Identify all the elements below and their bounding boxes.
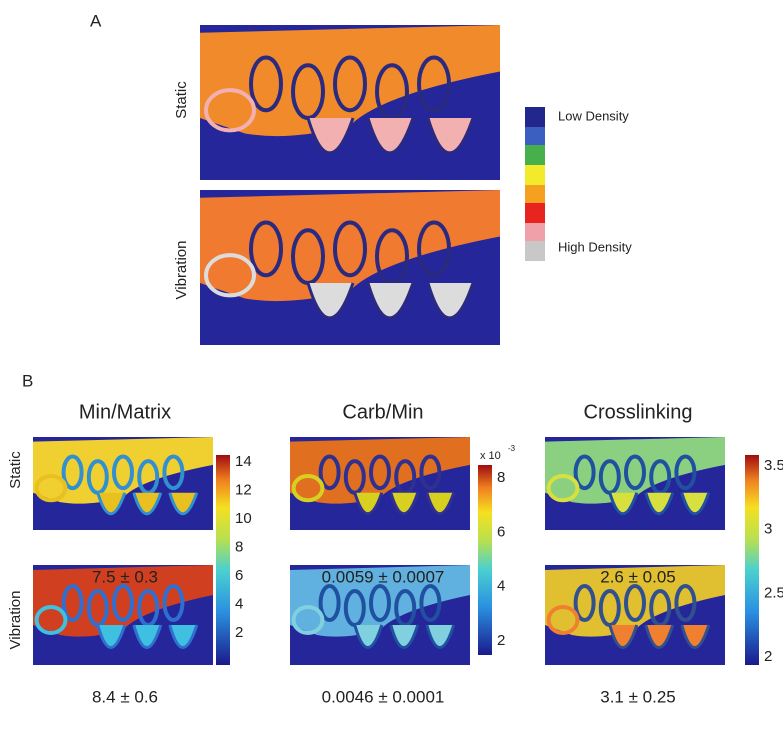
colorbar-tick-label: 6 <box>235 567 243 584</box>
value-label: 7.5 ± 0.3 <box>92 567 158 586</box>
colorbar-tick-label: 8 <box>235 538 243 555</box>
colorbar-tick-label: 3 <box>764 521 772 538</box>
tissue-image <box>200 190 500 345</box>
colorbar-tick-label: 6 <box>497 523 505 540</box>
row-label: Static <box>173 81 190 119</box>
column-title: Crosslinking <box>584 401 693 423</box>
colorbar-tick-label: 2 <box>497 632 505 649</box>
legend-label: High Density <box>558 239 632 254</box>
colorbar-tick-label: 2 <box>235 624 243 641</box>
density-legend <box>525 107 545 261</box>
legend-label: Low Density <box>558 108 629 123</box>
colorbar <box>216 455 230 665</box>
colorbar-tick-label: 4 <box>497 578 505 595</box>
colorbar-tick-label: 4 <box>235 595 243 612</box>
tissue-image <box>200 25 500 180</box>
value-label: 0.0046 ± 0.0001 <box>322 687 445 706</box>
colorbar-scale: x 10 <box>480 450 501 462</box>
tissue-image <box>545 437 725 530</box>
value-label: 3.1 ± 0.25 <box>600 687 676 706</box>
panel-label: B <box>22 371 33 390</box>
colorbar <box>745 455 759 665</box>
colorbar-tick-label: 10 <box>235 510 252 527</box>
colorbar <box>478 465 492 655</box>
column-title: Min/Matrix <box>79 401 171 423</box>
colorbar-scale-exponent: -3 <box>508 444 516 453</box>
colorbar-tick-label: 12 <box>235 481 252 498</box>
row-label: Vibration <box>7 591 24 650</box>
colorbar-tick-label: 3.5 <box>764 457 783 474</box>
value-label: 0.0059 ± 0.0007 <box>322 567 445 586</box>
tissue-image <box>290 437 470 530</box>
colorbar-tick-label: 8 <box>497 469 505 486</box>
row-label: Static <box>7 451 24 489</box>
colorbar-tick-label: 2.5 <box>764 584 783 601</box>
colorbar-tick-label: 14 <box>235 453 252 470</box>
tissue-image <box>33 437 213 530</box>
row-label: Vibration <box>173 241 190 300</box>
panel-label: A <box>90 11 102 30</box>
column-title: Carb/Min <box>342 401 423 423</box>
figure: A B Low Density High Density Static Vibra… <box>0 0 783 732</box>
colorbar-tick-label: 2 <box>764 648 772 665</box>
value-label: 8.4 ± 0.6 <box>92 687 158 706</box>
value-label: 2.6 ± 0.05 <box>600 567 676 586</box>
